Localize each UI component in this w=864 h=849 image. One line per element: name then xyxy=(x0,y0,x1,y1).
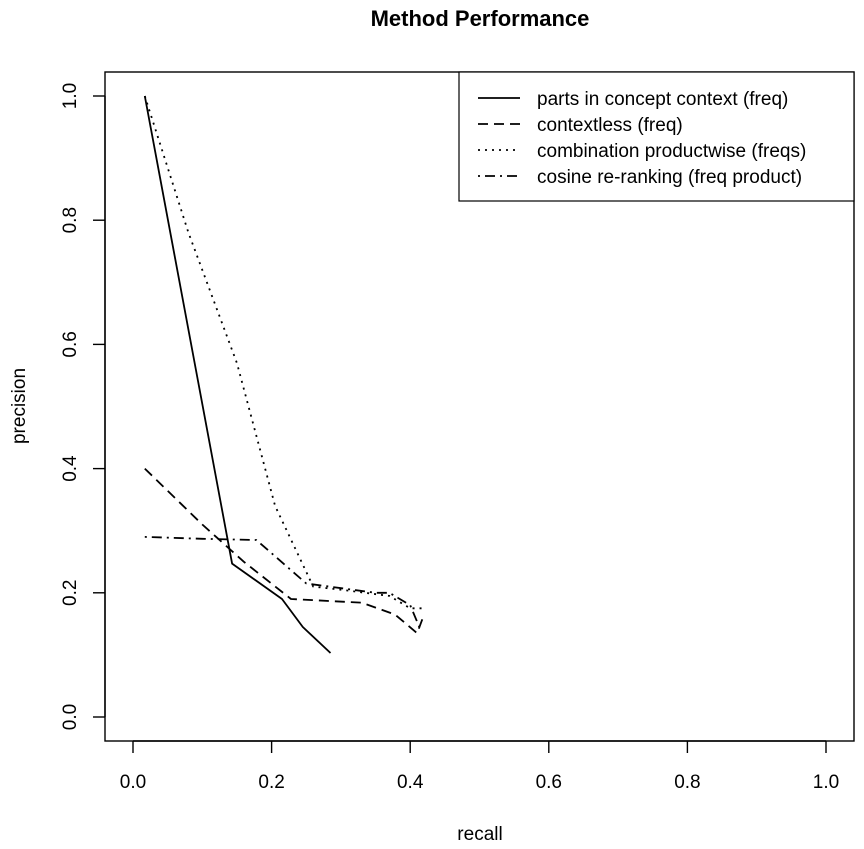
series-line-1 xyxy=(143,95,332,654)
x-tick-label: 0.6 xyxy=(536,772,562,793)
y-axis-label: precision xyxy=(9,368,30,444)
x-tick-label: 0.4 xyxy=(397,772,424,793)
y-tick-label: 0.0 xyxy=(60,704,81,730)
x-axis-label: recall xyxy=(457,824,502,845)
legend: parts in concept context (freq) contextle… xyxy=(458,71,855,202)
x-tick-label: 0.2 xyxy=(258,772,284,793)
x-axis: 0.0 0.2 0.4 0.6 0.8 1.0 xyxy=(120,740,839,793)
y-tick-label: 0.2 xyxy=(60,580,81,606)
y-tick-label: 0.4 xyxy=(60,455,81,482)
x-tick-label: 0.0 xyxy=(120,772,146,793)
legend-label-1: parts in concept context (freq) xyxy=(537,89,788,110)
y-tick-label: 1.0 xyxy=(60,83,81,109)
series-layer xyxy=(143,95,425,654)
legend-box xyxy=(458,71,855,202)
x-tick-label: 0.8 xyxy=(674,772,700,793)
legend-label-2: contextless (freq) xyxy=(537,115,683,136)
y-tick-label: 0.6 xyxy=(60,331,81,357)
x-tick-label: 1.0 xyxy=(813,772,839,793)
series-line-2 xyxy=(144,467,425,635)
series-line-3 xyxy=(143,95,425,610)
legend-label-3: combination productwise (freqs) xyxy=(537,141,806,162)
chart-title: Method Performance xyxy=(371,6,590,31)
y-tick-label: 0.8 xyxy=(60,207,81,233)
series-line-4 xyxy=(144,536,422,631)
y-axis: 0.0 0.2 0.4 0.6 0.8 1.0 xyxy=(60,83,106,730)
legend-label-4: cosine re-ranking (freq product) xyxy=(537,167,802,188)
